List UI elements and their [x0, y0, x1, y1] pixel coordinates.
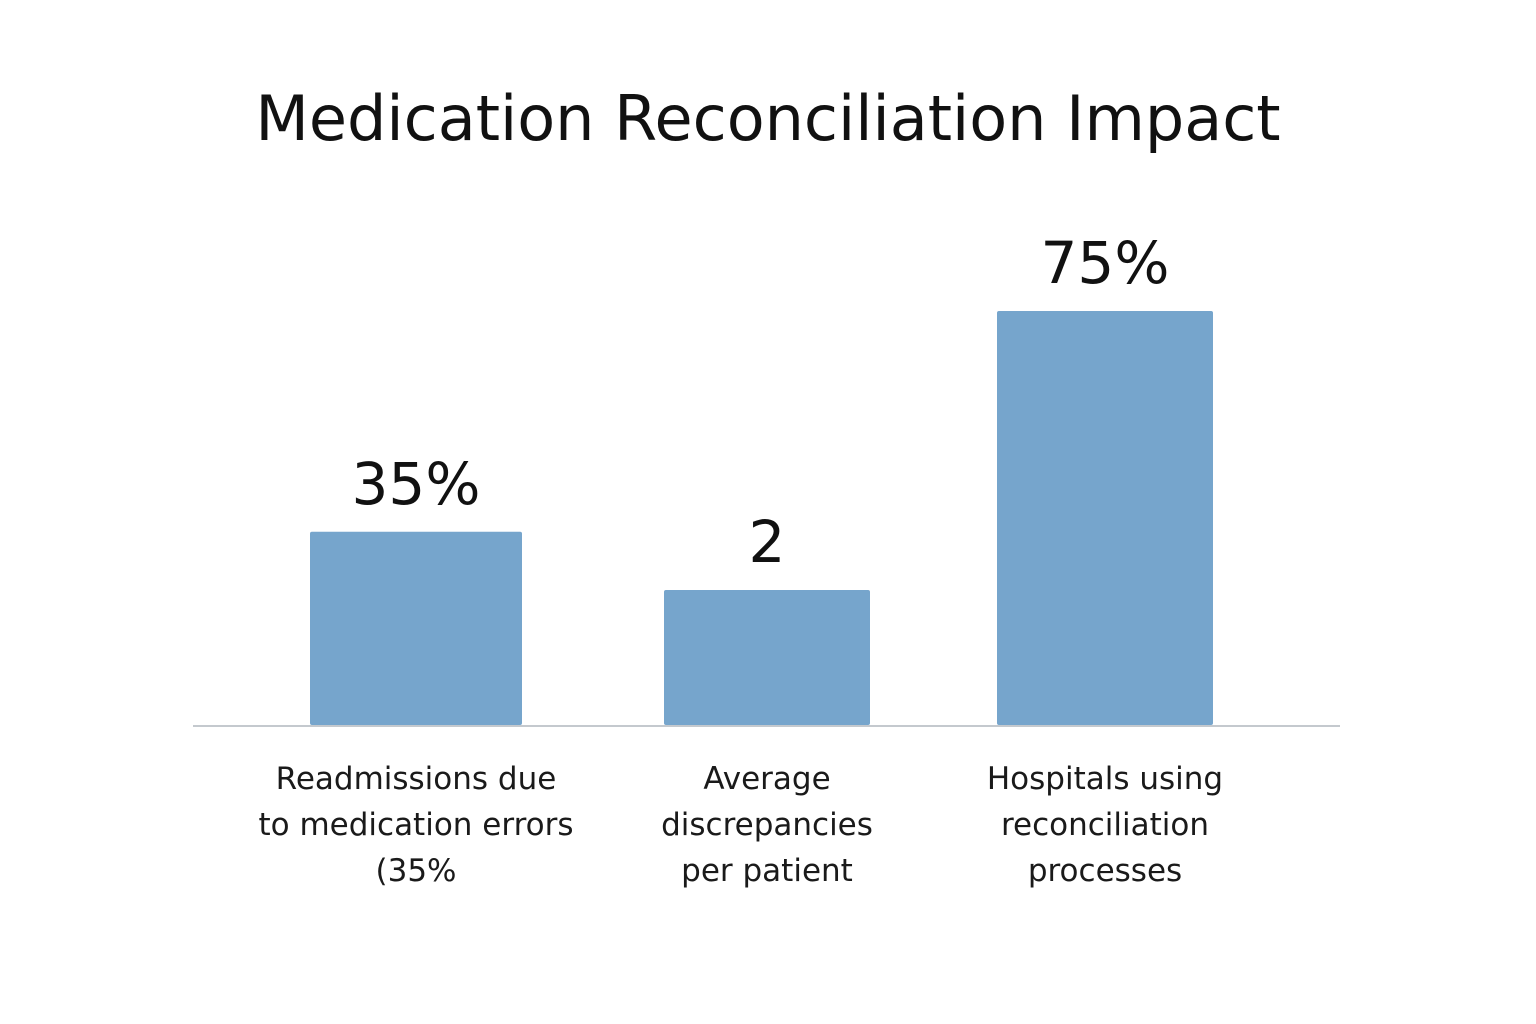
bar-1: [310, 531, 522, 725]
value-label-3: 75%: [1041, 229, 1170, 297]
bars-layer: [310, 311, 1213, 725]
bar-3: [997, 311, 1213, 725]
category-label-3: Hospitals using reconciliation processes: [986, 761, 1224, 889]
category-label-2: Average discrepancies per patient: [661, 761, 873, 889]
bar-2: [664, 590, 870, 725]
value-label-1: 35%: [352, 450, 481, 518]
chart-title: Medication Reconciliation Impact: [255, 82, 1281, 155]
category-label-1: Readmissions due to medication errors (3…: [258, 761, 574, 889]
value-label-2: 2: [749, 508, 786, 576]
value-labels-layer: 35% 2 75%: [352, 229, 1170, 576]
